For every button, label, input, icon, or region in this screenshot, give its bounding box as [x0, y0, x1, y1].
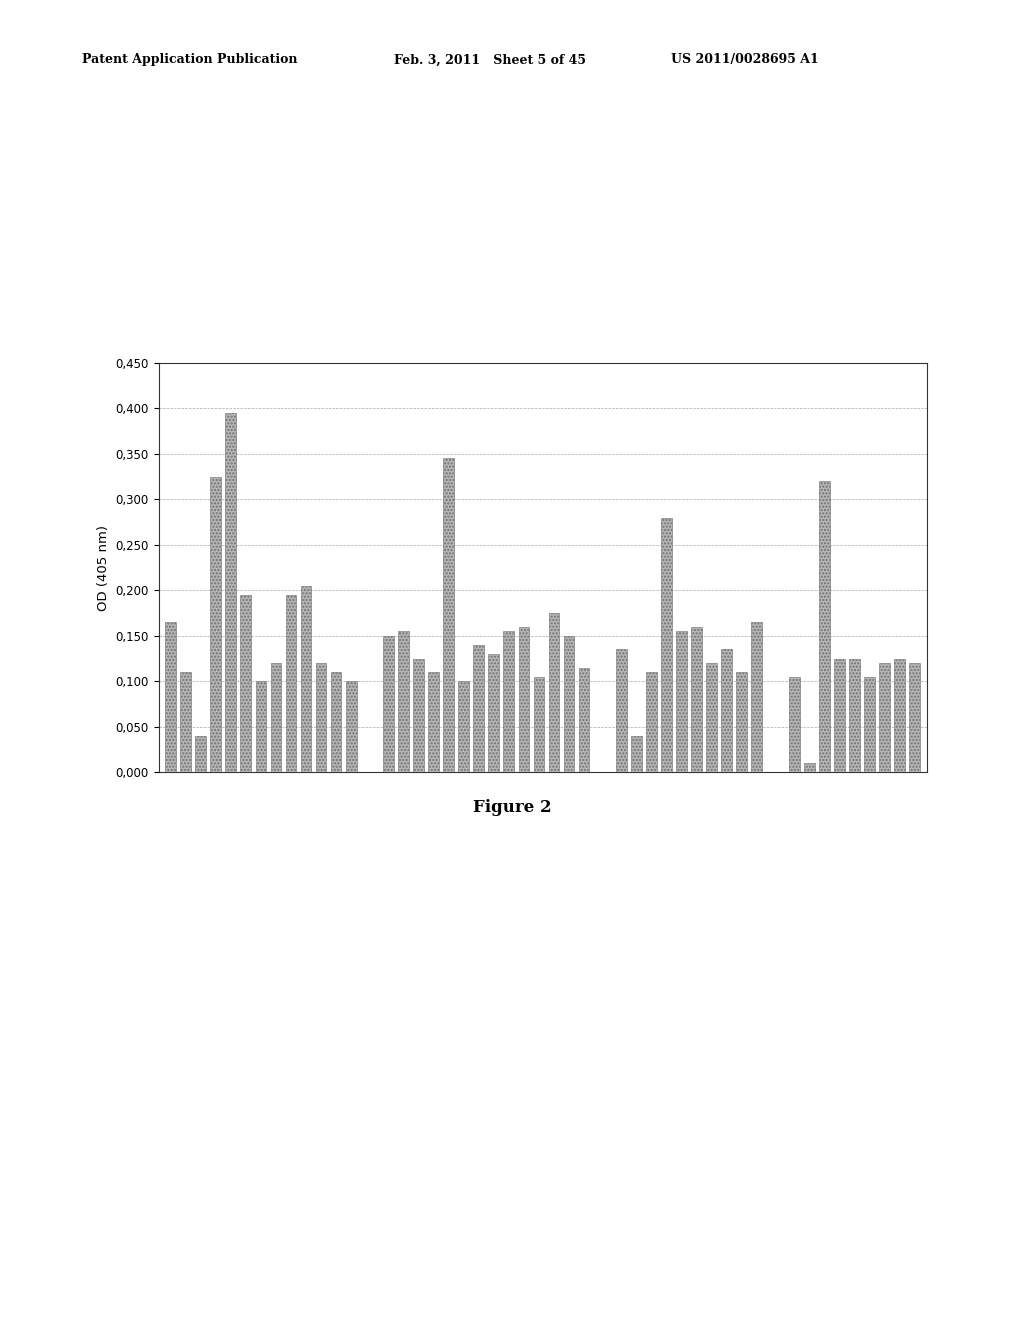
Bar	[864, 677, 876, 772]
Bar	[383, 636, 394, 772]
Bar	[210, 477, 221, 772]
Bar	[459, 681, 469, 772]
Bar	[225, 413, 237, 772]
Bar	[691, 627, 702, 772]
Text: US 2011/0028695 A1: US 2011/0028695 A1	[671, 53, 818, 66]
Bar	[880, 663, 890, 772]
Bar	[301, 586, 311, 772]
Text: Feb. 3, 2011   Sheet 5 of 45: Feb. 3, 2011 Sheet 5 of 45	[394, 53, 586, 66]
Bar	[518, 627, 529, 772]
Bar	[256, 681, 266, 772]
Bar	[443, 458, 455, 772]
Bar	[676, 631, 687, 772]
Bar	[722, 649, 732, 772]
Bar	[909, 663, 921, 772]
Bar	[563, 636, 574, 772]
Bar	[270, 663, 282, 772]
Bar	[398, 631, 410, 772]
Bar	[196, 735, 206, 772]
Bar	[180, 672, 191, 772]
Bar	[346, 681, 356, 772]
Bar	[331, 672, 341, 772]
Bar	[534, 677, 545, 772]
Bar	[165, 622, 176, 772]
Bar	[428, 672, 439, 772]
Bar	[804, 763, 815, 772]
Bar	[315, 663, 327, 772]
Bar	[894, 659, 905, 772]
Bar	[504, 631, 514, 772]
Bar	[286, 595, 296, 772]
Bar	[752, 622, 762, 772]
Bar	[819, 482, 829, 772]
Bar	[631, 735, 642, 772]
Bar	[662, 517, 672, 772]
Bar	[707, 663, 717, 772]
Y-axis label: OD (405 nm): OD (405 nm)	[97, 524, 110, 611]
Bar	[241, 595, 251, 772]
Bar	[549, 612, 559, 772]
Text: Patent Application Publication: Patent Application Publication	[82, 53, 297, 66]
Bar	[736, 672, 748, 772]
Bar	[616, 649, 627, 772]
Text: Figure 2: Figure 2	[473, 799, 551, 816]
Bar	[473, 645, 484, 772]
Bar	[849, 659, 860, 772]
Bar	[579, 668, 590, 772]
Bar	[790, 677, 800, 772]
Bar	[488, 653, 500, 772]
Bar	[835, 659, 845, 772]
Bar	[414, 659, 424, 772]
Bar	[646, 672, 657, 772]
